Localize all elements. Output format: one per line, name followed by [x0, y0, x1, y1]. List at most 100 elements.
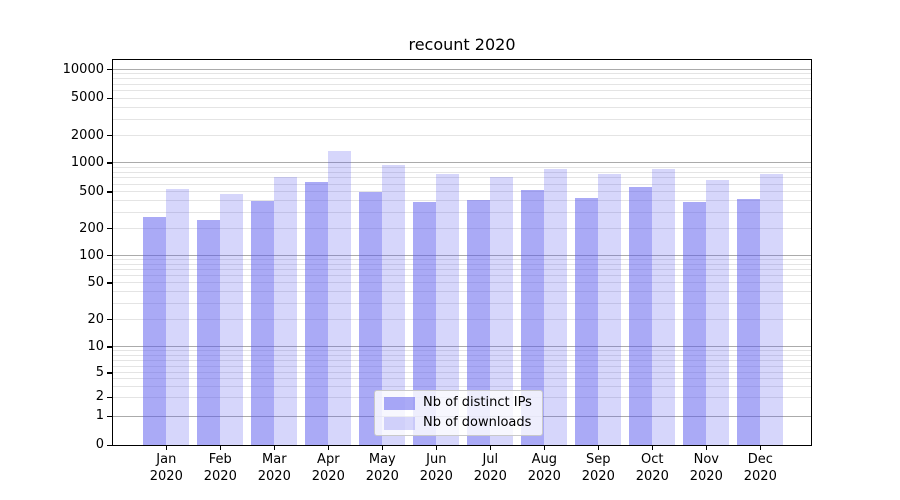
plot-area: Nb of distinct IPs Nb of downloads — [112, 59, 812, 446]
gridline-minor — [113, 97, 811, 99]
gridline-minor — [113, 171, 811, 173]
bars-layer — [113, 60, 811, 445]
y-tick-label: 1000 — [70, 154, 104, 170]
gridline-minor — [113, 302, 811, 304]
bar-downloads — [652, 169, 676, 445]
y-tick-mark — [107, 162, 112, 164]
y-tick-label: 0 — [95, 437, 104, 452]
y-tick-mark — [107, 282, 112, 284]
bar-distinct-ips — [251, 200, 275, 445]
chart-title: recount 2020 — [408, 35, 516, 54]
gridline-minor — [113, 259, 811, 261]
gridline-minor — [113, 386, 811, 388]
bar-downloads — [220, 194, 244, 445]
x-tick-mark — [489, 446, 491, 450]
y-tick-label: 2 — [95, 389, 104, 405]
y-tick-mark — [107, 228, 112, 230]
bar-distinct-ips — [467, 199, 491, 445]
x-tick-label: Dec 2020 — [728, 451, 792, 485]
x-tick-label-month: Jun — [426, 452, 447, 467]
bar-distinct-ips — [413, 202, 437, 445]
bar-distinct-ips — [737, 198, 761, 445]
y-tick-label: 10 — [87, 338, 104, 354]
x-tick-mark — [543, 446, 545, 450]
y-tick-mark — [107, 319, 112, 321]
gridline-minor — [113, 135, 811, 137]
gridline-minor — [113, 350, 811, 352]
x-tick-label-month: Oct — [641, 452, 664, 467]
bar-downloads — [436, 173, 460, 445]
bar-downloads — [490, 176, 514, 445]
x-tick-mark — [165, 446, 167, 450]
x-tick-label: Nov 2020 — [674, 451, 738, 485]
legend-swatch-distinct-ips — [384, 396, 415, 410]
x-tick-label-year: 2020 — [419, 469, 453, 484]
y-tick-label: 10000 — [62, 61, 104, 77]
gridline-major — [113, 69, 811, 70]
x-tick-mark — [705, 446, 707, 450]
y-tick-mark — [107, 444, 112, 446]
y-tick-mark — [107, 372, 112, 374]
y-tick-label: 5000 — [70, 90, 104, 106]
y-tick-label: 5 — [95, 364, 104, 380]
gridline-major — [113, 162, 811, 164]
gridline-minor — [113, 73, 811, 75]
x-tick-label: Aug 2020 — [512, 451, 576, 485]
gridline-minor — [113, 118, 811, 120]
gridline-minor — [113, 291, 811, 293]
bar-downloads — [706, 180, 730, 445]
gridline-minor — [113, 269, 811, 271]
x-tick-label: Sep 2020 — [566, 451, 630, 485]
x-tick-label: Jun 2020 — [404, 451, 468, 485]
x-tick-label-year: 2020 — [473, 469, 507, 484]
y-tick-mark — [107, 191, 112, 193]
gridline-minor — [113, 78, 811, 80]
y-tick-mark — [107, 97, 112, 100]
x-tick-label: Apr 2020 — [296, 451, 360, 485]
bar-downloads — [166, 189, 190, 445]
gridline-minor — [113, 365, 811, 367]
y-tick-label: 500 — [79, 183, 104, 199]
legend: Nb of distinct IPs Nb of downloads — [374, 390, 543, 436]
x-tick-label-month: Sep — [586, 452, 611, 467]
legend-item-distinct-ips: Nb of distinct IPs — [384, 395, 542, 411]
legend-label-downloads: Nb of downloads — [423, 415, 532, 430]
bar-downloads — [274, 176, 298, 445]
x-tick-label: Jul 2020 — [458, 451, 522, 485]
x-tick-label-month: May — [368, 452, 396, 467]
bar-downloads — [598, 174, 622, 445]
y-tick-mark — [107, 415, 112, 417]
gridline-minor — [113, 372, 811, 374]
x-tick-label: Jan 2020 — [134, 451, 198, 485]
x-tick-label-month: Jan — [156, 452, 177, 467]
bar-distinct-ips — [197, 219, 221, 445]
x-tick-label-year: 2020 — [365, 469, 399, 484]
x-tick-mark — [381, 446, 383, 450]
gridline-minor — [113, 263, 811, 265]
legend-label-distinct-ips: Nb of distinct IPs — [423, 395, 532, 410]
y-tick-mark — [107, 396, 112, 399]
gridline-minor — [113, 191, 811, 193]
x-tick-label: Mar 2020 — [242, 451, 306, 485]
x-tick-label-month: Apr — [317, 452, 340, 467]
x-tick-label-month: Jul — [482, 452, 499, 467]
y-tick-label: 1 — [95, 408, 104, 424]
bar-downloads — [382, 164, 406, 445]
gridline-minor — [113, 90, 811, 92]
x-tick-label-year: 2020 — [527, 469, 561, 484]
x-tick-label-year: 2020 — [311, 469, 345, 484]
x-tick-mark — [435, 446, 437, 450]
gridline-major — [113, 255, 811, 257]
gridline-minor — [113, 275, 811, 277]
gridline-minor — [113, 166, 811, 168]
gridline-major — [113, 346, 811, 348]
gridline-minor — [113, 183, 811, 185]
gridline-minor — [113, 378, 811, 380]
x-tick-label-year: 2020 — [689, 469, 723, 484]
x-tick-label-year: 2020 — [635, 469, 669, 484]
legend-swatch-downloads — [384, 416, 415, 430]
bar-distinct-ips — [629, 187, 653, 445]
y-tick-label: 20 — [87, 311, 104, 327]
gridline-minor — [113, 83, 811, 85]
x-tick-mark — [219, 446, 221, 450]
